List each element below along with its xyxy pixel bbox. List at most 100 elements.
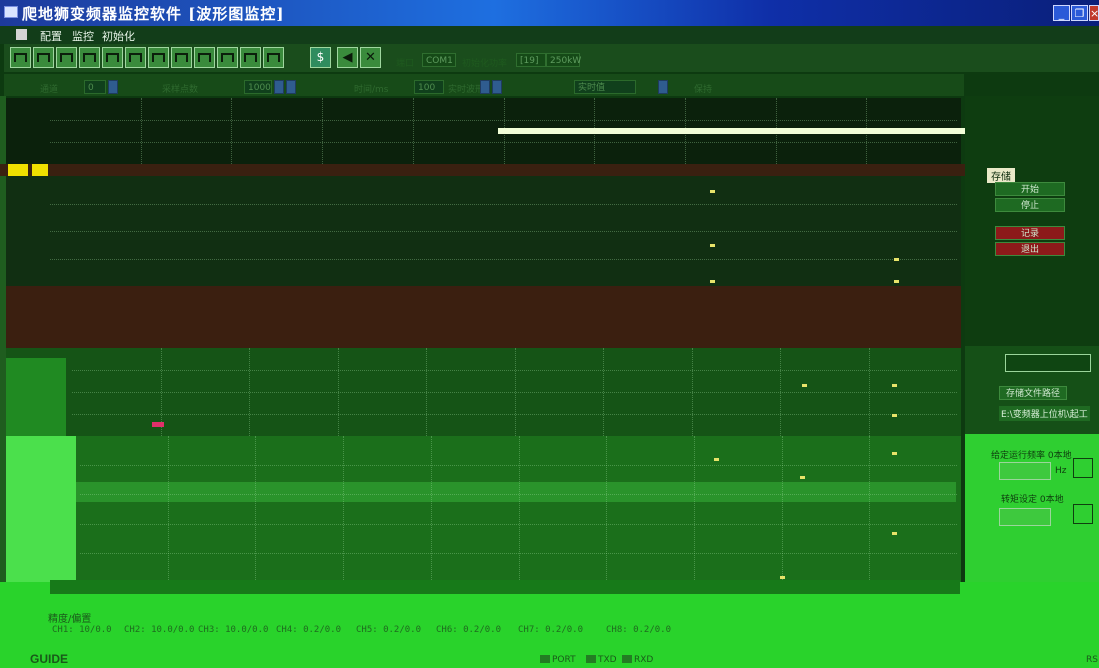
freq-label: 给定运行频率 0本地 <box>991 451 1072 461</box>
stop-button-panel[interactable]: 停止 <box>995 198 1065 212</box>
menu-config[interactable]: 配置 <box>40 30 62 43</box>
square-wave-icon <box>37 53 50 62</box>
stop-button[interactable]: ✕ <box>360 47 381 68</box>
wave-ch9-button[interactable] <box>194 47 215 68</box>
restore-button[interactable]: ❐ <box>1071 5 1088 21</box>
torque-label: 转矩设定 0本地 <box>1001 495 1064 505</box>
wave-trace-1 <box>498 128 1028 134</box>
menu-monitor[interactable]: 监控 <box>72 30 94 43</box>
square-wave-icon <box>129 53 142 62</box>
channel-1-calib: CH1: 10/0.0 <box>52 625 112 635</box>
channel-8-calib: CH8: 0.2/0.0 <box>606 625 672 635</box>
freq-unit: Hz <box>1055 466 1067 476</box>
port-select[interactable]: COM1 <box>422 53 456 67</box>
init-power-label: 初始化功率 <box>462 59 508 69</box>
mode-select[interactable]: 实时值 <box>574 80 636 94</box>
close-button[interactable]: × <box>1089 5 1099 21</box>
channel-spinner[interactable] <box>108 80 118 94</box>
wave-ch8-button[interactable] <box>171 47 192 68</box>
save-path-value: E:\变频器上位机\起工 <box>999 406 1090 421</box>
freq-set-button[interactable] <box>1073 458 1093 478</box>
start-button[interactable]: 开始 <box>995 182 1065 196</box>
sample-spinner-up[interactable] <box>274 80 284 94</box>
interval-input[interactable]: 100 <box>414 80 444 94</box>
channel-3-calib: CH3: 10.0/0.0 <box>198 625 269 635</box>
wave-plot-5 <box>80 436 957 582</box>
save-path-button[interactable]: 存储文件路径 <box>999 386 1067 400</box>
mode-dropdown[interactable] <box>658 80 668 94</box>
scroll-bar[interactable] <box>50 580 960 594</box>
channel-4-calib: CH4: 0.2/0.0 <box>276 625 342 635</box>
port-label: 端口 <box>396 59 415 69</box>
square-wave-icon <box>198 53 211 62</box>
menu-doc-icon <box>16 29 27 40</box>
menu-init[interactable]: 初始化 <box>102 30 135 43</box>
channel-input[interactable]: 0 <box>84 80 106 94</box>
right-panel-upper <box>965 96 1099 346</box>
back-button[interactable]: ◀ <box>337 47 358 68</box>
sample-input[interactable]: 1000 <box>244 80 272 94</box>
square-wave-icon <box>83 53 96 62</box>
wave-ch6-button[interactable] <box>125 47 146 68</box>
minimize-button[interactable]: _ <box>1053 5 1070 21</box>
dollar-icon: $ <box>316 50 325 64</box>
param-row: 通道 0 采样点数 1000 时间/ms 100 实时波形 实时值 保持 <box>4 74 964 96</box>
txd-led <box>586 655 596 663</box>
panel-4-side <box>6 358 66 436</box>
wave-ch5-button[interactable] <box>102 47 123 68</box>
square-wave-icon <box>60 53 73 62</box>
mode-label: 实时波形 <box>448 85 485 95</box>
wave-panel-5 <box>6 436 961 582</box>
wave-ch7-button[interactable] <box>148 47 169 68</box>
square-wave-icon <box>267 53 280 62</box>
channel-5-calib: CH5: 0.2/0.0 <box>356 625 422 635</box>
txd-led-label: TXD <box>598 655 617 665</box>
run-button[interactable]: $ <box>310 47 331 68</box>
panel-5-side <box>6 436 76 582</box>
channel-2-calib: CH2: 10.0/0.0 <box>124 625 195 635</box>
trace-cursor <box>152 422 164 427</box>
file-path-box[interactable] <box>1005 354 1091 372</box>
wave-ch2-button[interactable] <box>33 47 54 68</box>
interval-spinner-up[interactable] <box>480 80 490 94</box>
wave-ch10-button[interactable] <box>217 47 238 68</box>
sample-spinner-down[interactable] <box>286 80 296 94</box>
square-wave-icon <box>14 53 27 62</box>
guide-logo: GUIDE <box>30 652 69 666</box>
panel-separator-1 <box>0 164 965 176</box>
wave-panel-4 <box>6 348 961 436</box>
channel-label: 通道 <box>40 85 59 95</box>
panel-5-stripe <box>76 482 956 502</box>
arrow-left-icon: ◀ <box>342 50 353 65</box>
square-wave-icon <box>244 53 257 62</box>
menu-bar: 配置 监控 初始化 <box>0 26 1099 44</box>
status-strip <box>0 582 1099 668</box>
close-x-icon: ✕ <box>365 50 376 65</box>
port-led <box>540 655 550 663</box>
save-label: 存储 <box>987 168 1015 183</box>
rxd-led <box>622 655 632 663</box>
torque-set-button[interactable] <box>1073 504 1093 524</box>
interval-label: 时间/ms <box>354 85 389 95</box>
title-bar: 爬地狮变频器监控软件 [波形图监控] _ ❐ × <box>0 0 1099 26</box>
power-value[interactable]: 250kW <box>546 53 581 67</box>
wave-ch11-button[interactable] <box>240 47 261 68</box>
wave-ch1-button[interactable] <box>10 47 31 68</box>
init-power-code[interactable]: [19] <box>516 53 546 67</box>
wave-ch3-button[interactable] <box>56 47 77 68</box>
channel-6-calib: CH6: 0.2/0.0 <box>436 625 502 635</box>
port-led-label: PORT <box>552 655 576 665</box>
channel-7-calib: CH7: 0.2/0.0 <box>518 625 584 635</box>
wave-ch12-button[interactable] <box>263 47 284 68</box>
exit-button[interactable]: 退出 <box>995 242 1065 256</box>
wave-ch4-button[interactable] <box>79 47 100 68</box>
app-icon <box>4 6 18 18</box>
record-button[interactable]: 记录 <box>995 226 1065 240</box>
torque-input[interactable] <box>999 508 1051 526</box>
square-wave-icon <box>175 53 188 62</box>
freq-input[interactable] <box>999 462 1051 480</box>
calibration-title: 精度/偏置 <box>48 614 92 625</box>
sample-label: 采样点数 <box>162 85 199 95</box>
interval-spinner-down[interactable] <box>492 80 502 94</box>
wave-plot-1 <box>50 98 1028 164</box>
